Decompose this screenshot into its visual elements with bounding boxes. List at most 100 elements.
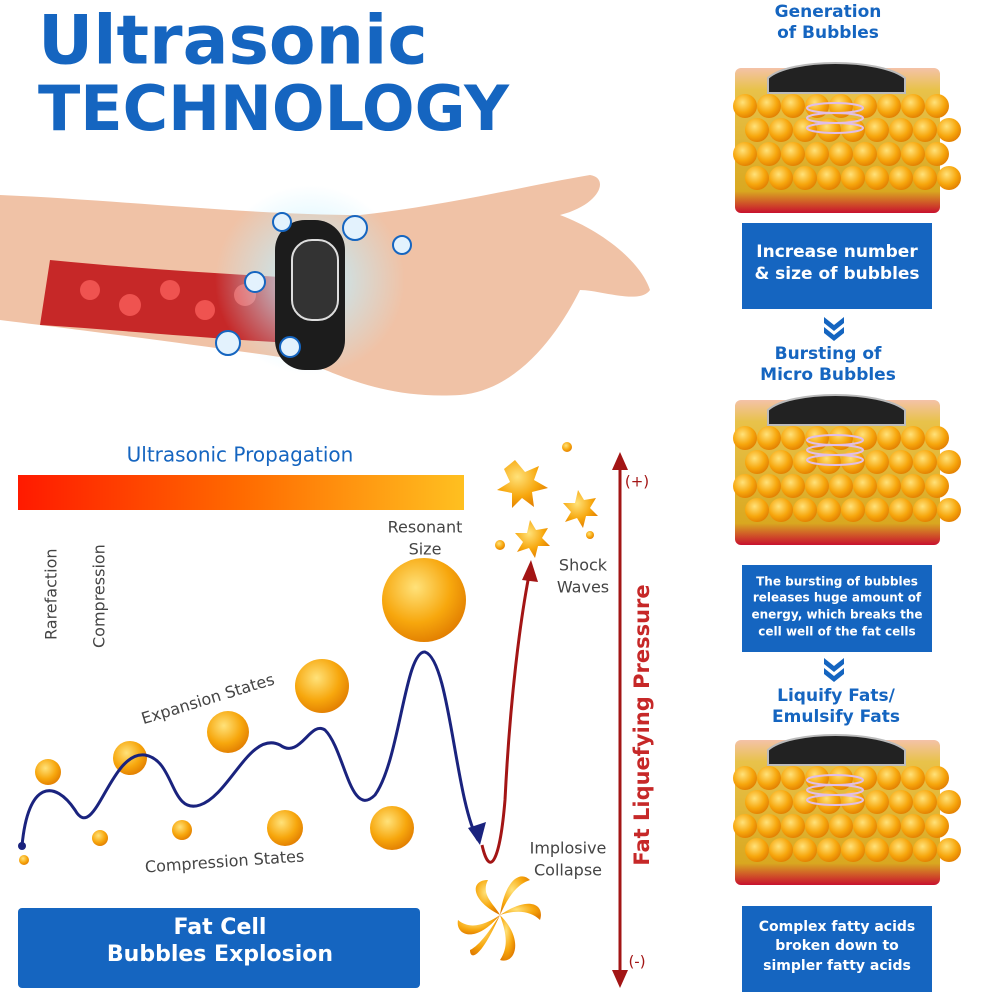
step-text: simpler fatty acids (763, 958, 911, 974)
fat-cell (829, 474, 853, 498)
plus-label: (+) (625, 473, 649, 491)
fat-panel (733, 394, 961, 545)
fat-cell (853, 142, 877, 166)
fat-cell (841, 838, 865, 862)
fat-cell (757, 142, 781, 166)
fat-cell (733, 142, 757, 166)
fat-cell (865, 498, 889, 522)
fat-cell (913, 450, 937, 474)
pressure-curve (480, 569, 532, 864)
resonant-label: Resonant (388, 518, 463, 537)
expansion-label: Expansion States (139, 670, 277, 729)
fat-cell (877, 94, 901, 118)
fat-cell (865, 450, 889, 474)
step-text: Complex fatty acids (759, 919, 916, 935)
fat-cell (733, 814, 757, 838)
fat-cell (769, 118, 793, 142)
fat-cell (877, 474, 901, 498)
fat-cell (745, 118, 769, 142)
collapse (457, 876, 541, 961)
wave-ring (806, 454, 864, 466)
fat-cell (913, 838, 937, 862)
fat-cell (901, 426, 925, 450)
pressure-curve-arrow (522, 560, 538, 582)
fat-cell (877, 426, 901, 450)
banner-text: Bubbles Explosion (107, 942, 333, 967)
arm-illustration (0, 175, 650, 396)
fat-cell (925, 766, 949, 790)
fat-cell (793, 790, 817, 814)
step-text: cell well of the fat cells (758, 625, 915, 639)
propagation-label: Ultrasonic Propagation (127, 443, 354, 467)
fat-cell (865, 838, 889, 862)
fat-cell (733, 94, 757, 118)
fat-cell (733, 474, 757, 498)
wave-ring (806, 794, 864, 806)
step-text: The bursting of bubbles (756, 575, 918, 589)
chevron (824, 658, 844, 682)
propagation-bar (18, 475, 464, 510)
title: TECHNOLOGY (38, 72, 510, 145)
chevron (824, 317, 844, 341)
splash (495, 442, 598, 558)
step-box (742, 565, 932, 652)
fat-cell (889, 790, 913, 814)
fat-cell (889, 166, 913, 190)
banner-text: Fat Cell (174, 915, 267, 940)
compression-states-label: Compression States (144, 846, 305, 876)
fat-cell (781, 426, 805, 450)
fat-cell (805, 474, 829, 498)
fat-cell (889, 450, 913, 474)
fat-cell (913, 118, 937, 142)
fat-cell (757, 426, 781, 450)
fat-cell (781, 474, 805, 498)
fat-cell (769, 838, 793, 862)
fat-cell (853, 426, 877, 450)
shock-label: Shock (559, 556, 608, 575)
fat-cell (829, 142, 853, 166)
fat-cell (853, 766, 877, 790)
fat-cell (745, 790, 769, 814)
fat-cell (745, 838, 769, 862)
fat-cell (865, 166, 889, 190)
fat-cell (817, 166, 841, 190)
step-heading: Liquify Fats/ (777, 686, 895, 706)
fat-cell (853, 474, 877, 498)
fat-cell (913, 498, 937, 522)
fat-cell (805, 142, 829, 166)
device (767, 394, 906, 426)
fat-cell (877, 766, 901, 790)
device (767, 734, 906, 766)
fat-cell (937, 790, 961, 814)
fat-cell (769, 450, 793, 474)
wave (20, 650, 480, 847)
fat-cell (781, 766, 805, 790)
step-heading: Generation (775, 2, 882, 22)
fat-cell (793, 838, 817, 862)
rarefaction-label: Rarefaction (42, 548, 61, 640)
fat-cell (937, 450, 961, 474)
fat-panel (733, 62, 961, 213)
fat-cell (769, 166, 793, 190)
fat-cell (889, 838, 913, 862)
fat-cell (937, 838, 961, 862)
implosive-label: Implosive (530, 839, 607, 858)
fat-cell (841, 166, 865, 190)
fat-cell (889, 498, 913, 522)
fat-cell (925, 94, 949, 118)
compression-label: Compression (90, 544, 109, 648)
fat-cell (877, 142, 901, 166)
fat-cell (913, 790, 937, 814)
fat-cell (757, 474, 781, 498)
fat-cell (901, 142, 925, 166)
fat-cell (901, 94, 925, 118)
fat-cell (733, 426, 757, 450)
fat-cell (757, 94, 781, 118)
shock-label: Waves (557, 578, 609, 597)
fat-cell (937, 166, 961, 190)
resonant-label: Size (409, 540, 442, 559)
fat-cell (757, 766, 781, 790)
fat-cell (841, 498, 865, 522)
minus-label: (-) (628, 953, 645, 971)
wave-arrow (468, 822, 486, 845)
